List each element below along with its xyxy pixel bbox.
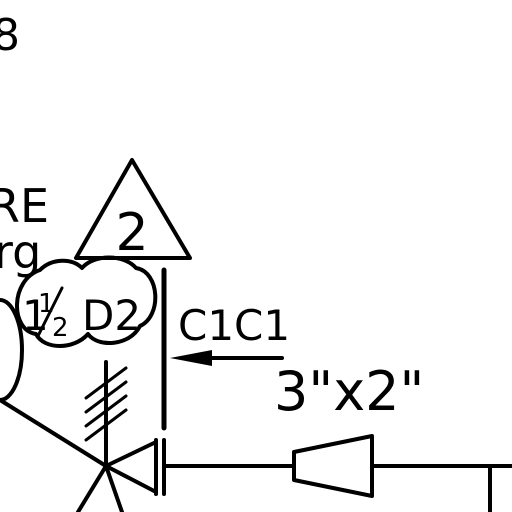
sheet-number-text: 8 — [0, 10, 20, 61]
partial-label-top: RE — [0, 179, 49, 233]
pipe-size-whole: 1 — [22, 291, 49, 340]
fraction-slash — [36, 286, 64, 338]
diagonal-line-lower-left — [76, 464, 108, 512]
line-label: C1C1 — [178, 301, 290, 350]
leader-arrow — [170, 350, 284, 366]
hatch-marks — [84, 366, 128, 442]
revision-number: 2 — [115, 203, 148, 263]
partial-label-bottom: rg — [0, 225, 41, 279]
reducer-symbol — [292, 434, 374, 498]
diagonal-line-lower-right — [104, 464, 124, 512]
pipe-size-fraction-denominator: 2 — [52, 313, 69, 343]
pipe-size-suffix: D2 — [82, 291, 141, 340]
partial-circle-left — [0, 298, 24, 402]
diagonal-line-upper — [0, 398, 108, 468]
revision-triangle: 2 — [74, 158, 192, 263]
reducer-size-label: 3"x2" — [274, 360, 424, 423]
pipe-size-cloud: 1 1 2 D2 — [15, 255, 158, 348]
